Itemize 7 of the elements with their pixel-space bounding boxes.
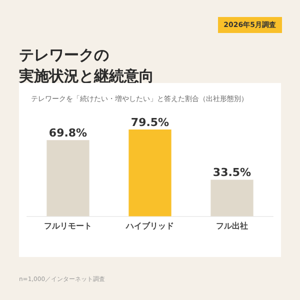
chart-title: テレワークの実施状況と継続意向 — [19, 46, 154, 85]
data-label: 79.5% — [130, 116, 170, 129]
x-tick-label: フルリモート — [44, 221, 92, 230]
x-tick-label: フル出社 — [216, 221, 248, 230]
x-tick-label: ハイブリッド — [125, 221, 174, 230]
data-label: 69.8% — [48, 126, 88, 140]
data-label: 33.5% — [212, 166, 252, 180]
